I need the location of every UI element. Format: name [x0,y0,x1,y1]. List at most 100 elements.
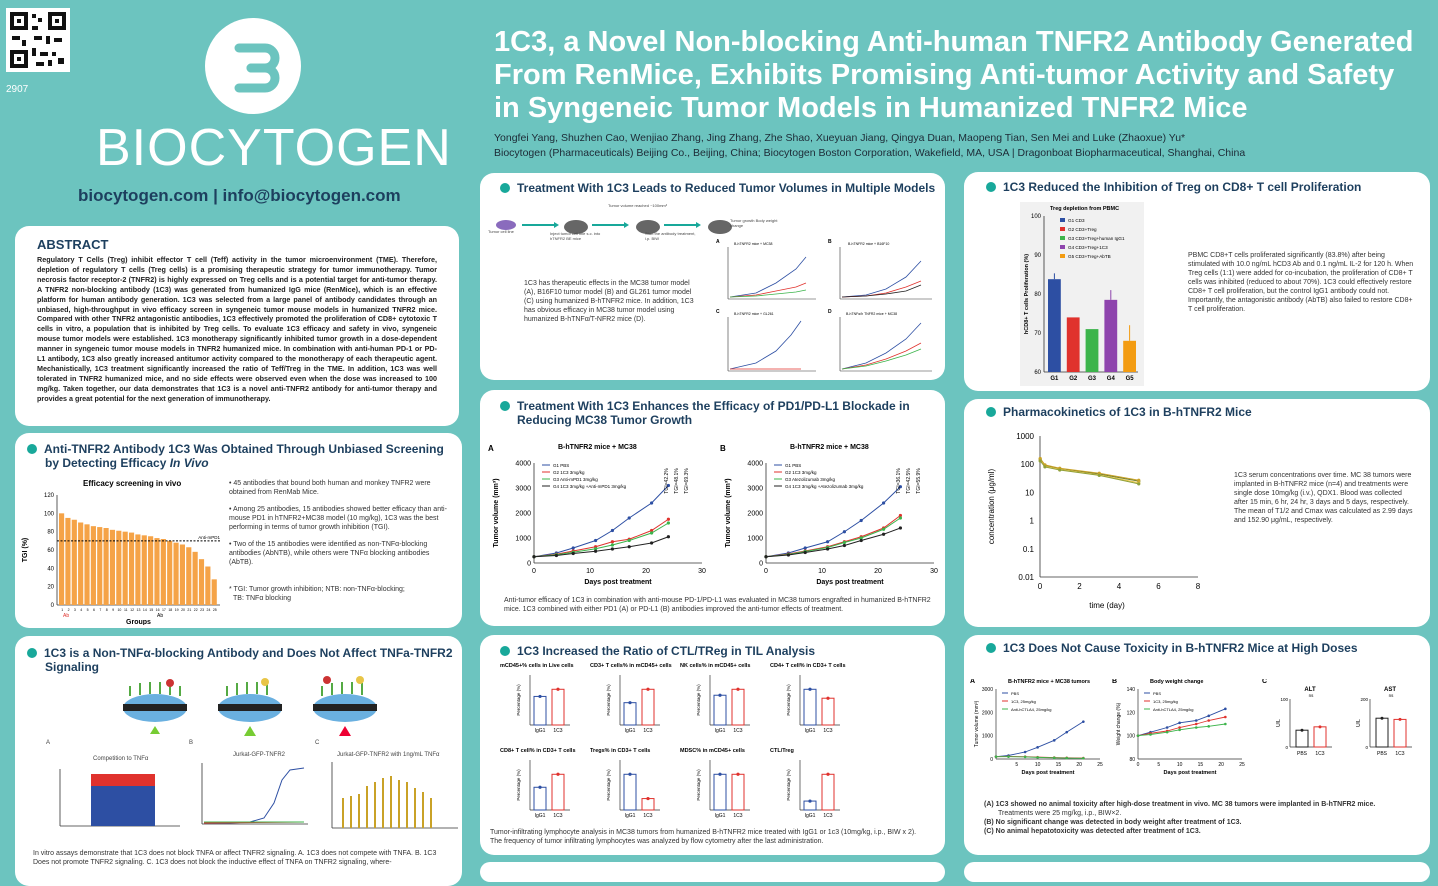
series-line [765,527,901,558]
x-tick-label: IgG1 [805,813,816,819]
y-tick-label: 2000 [515,511,531,518]
data-point [1224,707,1227,711]
poster-title: 1C3, a Novel Non-blocking Anti-human TNF… [494,26,1434,125]
data-point [1058,468,1062,472]
y-tick-label: 100 [1127,734,1136,740]
y-axis-label: Weight change (%) [1116,702,1122,745]
x-tick-label: 21 [187,608,191,612]
data-point [842,530,846,534]
legend-label: 1C3, 25mg/kg [1011,699,1036,704]
y-tick-label: 100 [1031,214,1042,220]
bar [109,529,116,605]
y-tick-label: 2000 [982,710,993,716]
y-tick-label: 4000 [515,461,531,468]
x-tick-label: 25 [1239,762,1245,768]
combo-title: Treatment With 1C3 Enhances the Efficacy… [500,399,940,427]
data-point [736,687,740,691]
y-tick-label: 1000 [515,536,531,543]
bar [821,697,835,726]
bullet-item: • Among 25 antibodies, 15 antibodies sho… [229,506,447,531]
data-point [1165,726,1169,729]
data-point [859,538,863,543]
bar [186,547,192,605]
bar [551,773,565,811]
y-tick-label: 0 [527,561,531,568]
bar [731,773,745,811]
y-tick-label: 3000 [982,687,993,693]
data-point [1149,733,1152,736]
data-point [1207,719,1211,722]
y-tick-label: 2000 [747,511,763,518]
x-tick-label: 1C3 [553,813,562,819]
x-tick-label: 5 [87,608,89,612]
x-tick-label: G2 [1069,376,1078,382]
panel-letter: A [488,444,494,453]
data-point [1065,730,1069,734]
combo-caption: Anti-tumor efficacy of 1C3 in combinatio… [504,597,931,613]
x-tick-label: G3 [1088,376,1097,382]
bar [713,694,727,726]
data-point [532,555,536,559]
data-point [1137,478,1141,482]
data-point [628,772,632,776]
data-point [666,535,670,539]
x-tick-label: 24 [207,608,211,612]
series-line [765,486,901,558]
data-point [1194,719,1198,722]
bullet-item: • Two of the 15 antibodies were identifi… [229,541,430,566]
x-tick-label: 17 [162,608,166,612]
x-tick-label: 2 [68,608,70,612]
panel-label: A [46,740,51,746]
legend-label: G2 CD3+Treg [1068,227,1097,232]
y-tick-label: 80 [1034,292,1041,298]
toxicity-charts: A B-hTNFR2 mice + MC38 tumors 0 1000 2000 300… [970,678,1428,804]
x-tick-label: 12 [130,608,134,612]
data-point [556,687,560,691]
combo-chart-a: A B-hTNFR2 mice + MC38 0 1000 2000 3000 4000 0 1… [484,440,714,595]
bar [1085,329,1099,372]
data-point [882,532,886,536]
x-tick-label: 1C3 [553,728,562,734]
data-point [898,485,902,489]
x-tick-label: 10 [586,568,594,575]
y-tick-label: 3000 [747,486,763,493]
contact-links[interactable]: biocytogen.com | info@biocytogen.com [78,186,401,205]
svg-text:B: B [828,239,832,245]
bar [533,695,547,726]
bar [1295,729,1309,748]
data-point [1194,722,1198,726]
y-tick-label: 1000 [747,536,763,543]
data-point [826,772,830,776]
tgi-annotation: TGI=55.9% [916,468,922,494]
x-tick-label: 0 [1137,762,1140,768]
bar [1066,317,1080,372]
data-point [803,546,807,550]
pk-title: Pharmacokinetics of 1C3 in B-hTNFR2 Mice [986,405,1416,419]
y-tick-label: 40 [47,566,54,572]
legend-label: G1 PBS [785,463,801,468]
data-point [1043,465,1047,469]
data-point [1207,714,1211,718]
data-point [594,549,598,553]
title-line-1: 1C3, a Novel Non-blocking Anti-human TNF… [494,26,1414,58]
y-axis-label: hCD8+ T cells Proliferation (%) [1024,254,1030,334]
x-tick-label: G1 [1050,376,1059,382]
tnfr2-signaling-diagram [115,668,405,743]
tox-bullet: (B) No significant change was detected i… [984,819,1242,826]
data-point [898,526,902,530]
toxicity-bullets: (A) 1C3 showed no animal toxicity after … [984,800,1424,836]
data-point [1224,715,1227,719]
til-card: 1C3 Increased the Ratio of CTL/TReg in T… [480,635,945,855]
bar [59,513,65,605]
data-point [610,547,614,551]
bar [713,773,727,811]
poster-number: 2907 [6,84,29,95]
toxicity-title: 1C3 Does Not Cause Toxicity in B-hTNFR2 … [986,641,1416,655]
treg-chart-panel: Treg depletion from PBMC 60 70 80 90 100 hCD8+… [1020,202,1144,386]
y-tick-label: 120 [1127,710,1136,716]
data-point [898,513,902,518]
workflow-step: Inject tumor cell line s.c. into hTNFR2 … [550,231,601,241]
combo-chart-b: B B-hTNFR2 mice + MC38 0 1000 2000 3000 4000 0 1… [716,440,945,595]
x-tick-label: 1C3 [643,813,652,819]
legend-swatch [1060,254,1065,258]
